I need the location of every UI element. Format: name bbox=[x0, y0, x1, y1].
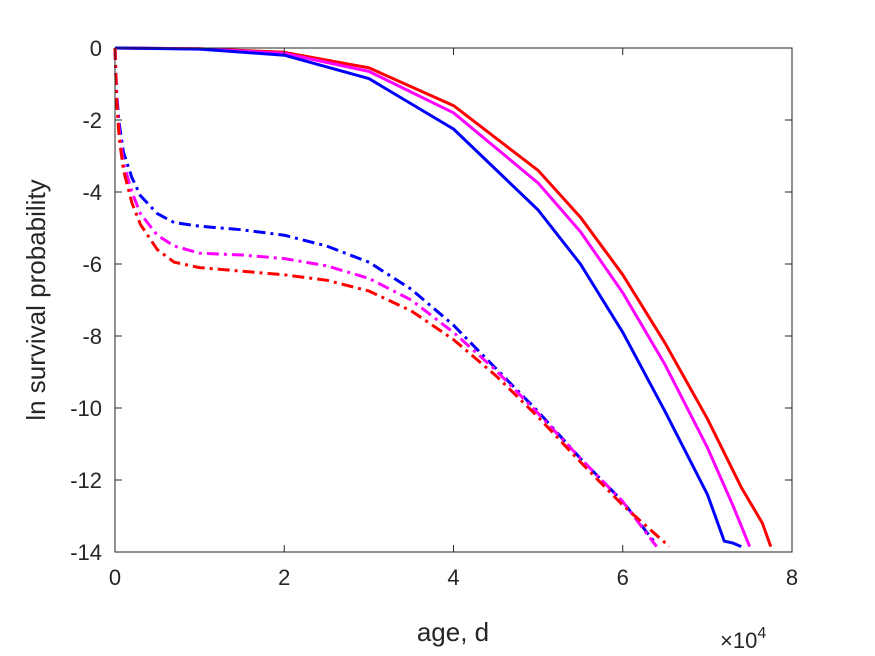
y-tick-label: -10 bbox=[70, 396, 102, 421]
x-axis-label: age, d bbox=[417, 617, 489, 647]
x-exponent-label: ×104 bbox=[720, 625, 766, 653]
y-tick-label: -8 bbox=[82, 324, 102, 349]
label-layer: age, d ln survival probability ×104 bbox=[21, 179, 766, 653]
y-tick-label: -6 bbox=[82, 252, 102, 277]
x-exponent-base: ×10 bbox=[720, 628, 757, 653]
series-line-5 bbox=[113, 47, 671, 548]
x-exponent-power: 4 bbox=[757, 625, 766, 642]
y-tick-label: -12 bbox=[70, 468, 102, 493]
y-tick-label: -14 bbox=[70, 540, 102, 565]
axes-box bbox=[114, 47, 793, 553]
series-layer bbox=[113, 46, 773, 548]
tick-layer: 0 2 4 6 8 0 -2 -4 -6 -8 -10 -12 -14 bbox=[70, 36, 798, 590]
series-line-2 bbox=[114, 46, 742, 548]
x-tick-label: 0 bbox=[109, 565, 121, 590]
series-line-4 bbox=[113, 47, 658, 548]
series-line-1 bbox=[114, 46, 752, 548]
x-tick-label: 2 bbox=[278, 565, 290, 590]
x-tick-label: 6 bbox=[617, 565, 629, 590]
series-line-3 bbox=[113, 47, 658, 546]
y-tick-label: 0 bbox=[90, 36, 102, 61]
x-tick-label: 4 bbox=[447, 565, 459, 590]
x-tick-label: 8 bbox=[786, 565, 798, 590]
y-tick-label: -4 bbox=[82, 180, 102, 205]
y-tick-label: -2 bbox=[82, 108, 102, 133]
y-axis-label: ln survival probability bbox=[21, 179, 51, 420]
